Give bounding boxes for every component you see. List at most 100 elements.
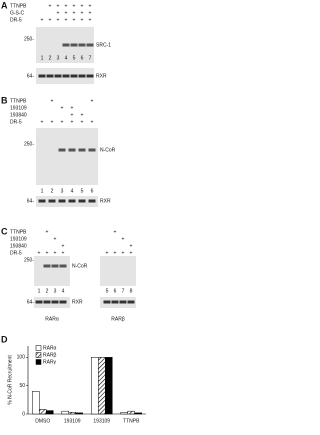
band (70, 74, 78, 78)
band (59, 300, 67, 304)
mw-marker: 64- (27, 198, 35, 204)
panel-label: C (1, 226, 8, 236)
sign: + (91, 98, 94, 104)
band-label: RXR (72, 299, 83, 305)
lane-number: 3 (54, 288, 57, 294)
row-label: DR-5 (10, 119, 22, 125)
lane-number: 6 (114, 288, 117, 294)
band (86, 43, 94, 47)
lane-number: 2 (46, 288, 49, 294)
sign: + (81, 17, 84, 23)
sign: + (61, 119, 64, 125)
band (38, 74, 46, 78)
lane-number: 7 (122, 288, 125, 294)
sign: + (46, 250, 49, 256)
lane-number: 2 (49, 55, 52, 61)
band (127, 300, 135, 304)
sign: + (81, 112, 84, 118)
y-tick-label: 50 (19, 383, 25, 389)
lane-number: 6 (91, 188, 94, 194)
lane-number: 7 (89, 55, 92, 61)
sign: + (73, 3, 76, 9)
legend-entry: RARβ (43, 352, 57, 358)
row-label: 193840 (10, 112, 27, 118)
sign: + (71, 119, 74, 125)
lane-number: 3 (57, 55, 60, 61)
row-label: DR-5 (10, 250, 22, 256)
x-tick-label: 193109 (93, 418, 110, 424)
blot (36, 128, 98, 185)
lane-number: 2 (51, 188, 54, 194)
band (38, 199, 46, 203)
bar (91, 357, 99, 415)
row-label: TTNPB (10, 98, 27, 104)
sign: + (81, 10, 84, 16)
bar (61, 410, 69, 415)
sign: + (65, 17, 68, 23)
sign: + (49, 3, 52, 9)
legend-swatch (35, 352, 42, 358)
x-tick-label: 193109 (64, 418, 81, 424)
sign: + (62, 243, 65, 249)
sign: + (46, 229, 49, 235)
sign: + (41, 119, 44, 125)
band (46, 74, 54, 78)
sign: + (122, 250, 125, 256)
band (70, 43, 78, 47)
panel-label: A (1, 0, 8, 10)
lane-number: 1 (41, 188, 44, 194)
band (48, 199, 56, 203)
x-tick-label: TTNPB (123, 418, 140, 424)
lane-number: 8 (130, 288, 133, 294)
sign: + (114, 229, 117, 235)
row-label: 193109 (10, 236, 27, 242)
bar (105, 357, 113, 415)
band (54, 74, 62, 78)
band (51, 264, 59, 268)
sign: + (130, 250, 133, 256)
lane-number: 4 (65, 55, 68, 61)
lane-number: 5 (106, 288, 109, 294)
lane-number: 5 (81, 188, 84, 194)
band (59, 264, 67, 268)
sign: + (57, 17, 60, 23)
band (51, 300, 59, 304)
lane-number: 4 (71, 188, 74, 194)
row-label: 193109 (10, 105, 27, 111)
lane-number: 1 (41, 55, 44, 61)
sign: + (91, 119, 94, 125)
bar (120, 412, 128, 415)
sign: + (61, 105, 64, 111)
bar (46, 410, 54, 415)
sign: + (89, 10, 92, 16)
lane-number: 1 (38, 288, 41, 294)
sign: + (62, 250, 65, 256)
bar (68, 412, 76, 415)
sign: + (73, 17, 76, 23)
panel-label: D (1, 334, 8, 344)
row-label: DR-5 (10, 17, 22, 23)
band (58, 148, 66, 152)
y-tick-label: 100 (17, 355, 26, 361)
band (88, 148, 96, 152)
row-label: 193840 (10, 243, 27, 249)
y-tick-label: 0 (22, 411, 25, 417)
lane-number: 4 (62, 288, 65, 294)
blot (100, 256, 136, 286)
sign: + (89, 3, 92, 9)
band-label: RXR (100, 198, 111, 204)
lane-number: 5 (73, 55, 76, 61)
sign: + (122, 236, 125, 242)
blot (34, 256, 70, 286)
sign: + (114, 250, 117, 256)
bar (127, 410, 135, 415)
band (68, 148, 76, 152)
band (78, 148, 86, 152)
band (62, 74, 70, 78)
sign: + (71, 105, 74, 111)
band-label: N-CoR (100, 147, 116, 153)
band-label: RXR (96, 73, 107, 79)
band (58, 199, 66, 203)
band-label: SRC-1 (96, 42, 111, 48)
sign: + (65, 10, 68, 16)
